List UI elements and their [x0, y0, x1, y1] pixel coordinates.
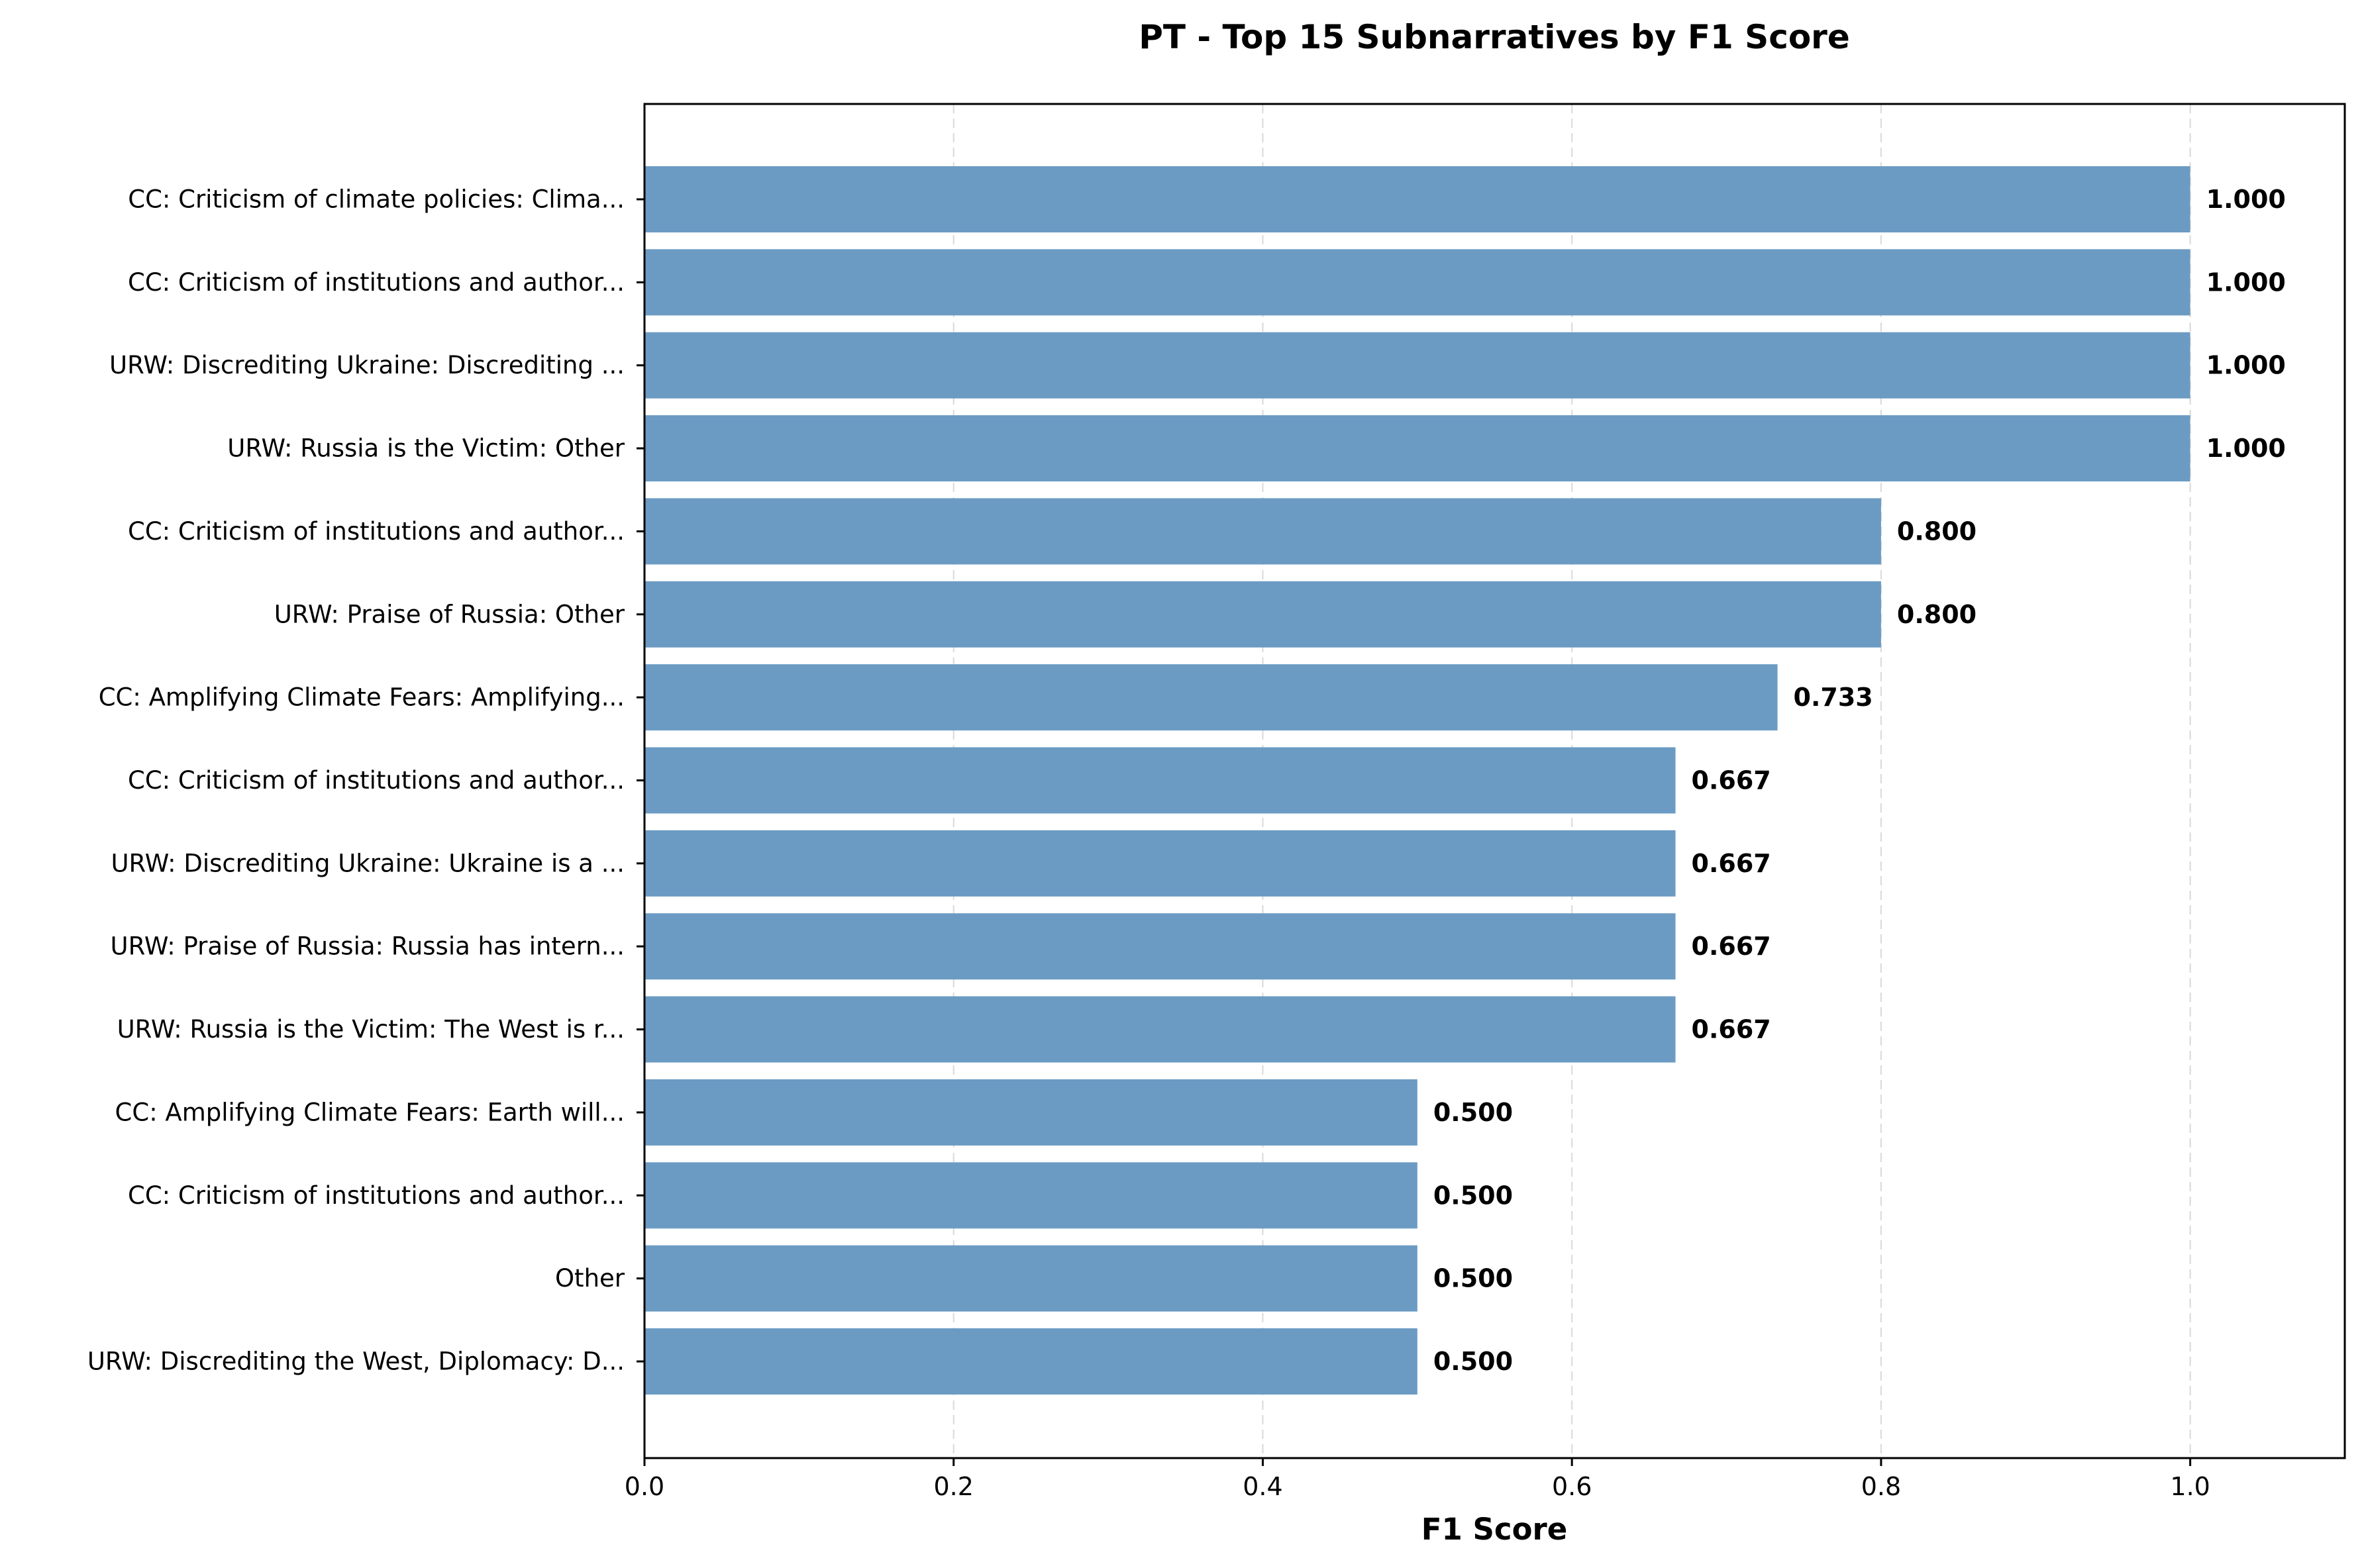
value-label: 1.000 [2206, 268, 2286, 297]
x-tick-label: 1.0 [2170, 1472, 2210, 1501]
bar [644, 166, 2190, 232]
value-label: 0.733 [1794, 683, 1873, 712]
category-label: CC: Criticism of institutions and author… [128, 268, 625, 297]
value-label: 0.500 [1433, 1264, 1513, 1293]
bar [644, 498, 1881, 565]
bar [644, 249, 2190, 316]
category-label: CC: Criticism of climate policies: Clima… [128, 185, 625, 214]
bar [644, 581, 1881, 648]
value-label: 0.667 [1692, 932, 1771, 961]
x-tick-label: 0.6 [1552, 1472, 1592, 1501]
value-label: 0.500 [1433, 1181, 1513, 1210]
category-label: URW: Praise of Russia: Russia has intern… [111, 932, 625, 961]
category-label: CC: Criticism of institutions and author… [128, 766, 625, 795]
value-label: 1.000 [2206, 185, 2286, 214]
bar [644, 747, 1676, 814]
category-label: URW: Russia is the Victim: The West is r… [117, 1015, 625, 1044]
category-label: CC: Amplifying Climate Fears: Amplifying… [99, 683, 625, 712]
value-label: 0.667 [1692, 766, 1771, 795]
x-axis-label: F1 Score [1421, 1512, 1567, 1547]
bar-layer [644, 166, 2190, 1395]
value-label: 1.000 [2206, 434, 2286, 463]
value-label: 0.500 [1433, 1098, 1513, 1127]
x-tick-label: 0.2 [934, 1472, 974, 1501]
x-tick-label: 0.8 [1861, 1472, 1901, 1501]
bar [644, 332, 2190, 399]
label-layer: CC: Criticism of climate policies: Clima… [87, 185, 2286, 1376]
x-tick-label: 0.4 [1243, 1472, 1282, 1501]
bar [644, 1162, 1417, 1229]
bar [644, 1079, 1417, 1146]
category-label: URW: Russia is the Victim: Other [227, 434, 625, 463]
category-label: URW: Discrediting the West, Diplomacy: D… [87, 1348, 625, 1376]
bar [644, 830, 1676, 897]
tick-layer: 0.0 0.2 0.4 0.6 0.8 1.0 [625, 198, 2210, 1501]
bar [644, 1328, 1417, 1395]
value-label: 0.667 [1692, 1015, 1771, 1044]
category-label: URW: Discrediting Ukraine: Ukraine is a … [111, 849, 625, 877]
bar [644, 1245, 1417, 1312]
bar [644, 913, 1676, 980]
value-label: 0.800 [1897, 600, 1977, 629]
category-label: CC: Criticism of institutions and author… [128, 517, 625, 546]
value-label: 1.000 [2206, 351, 2286, 380]
value-label: 0.500 [1433, 1347, 1513, 1376]
chart-title: PT - Top 15 Subnarratives by F1 Score [1139, 18, 1850, 56]
bar [644, 664, 1778, 731]
value-label: 0.800 [1897, 516, 1977, 546]
category-label: Other [555, 1264, 625, 1293]
category-label: URW: Discrediting Ukraine: Discrediting … [109, 351, 625, 379]
x-tick-label: 0.0 [625, 1472, 664, 1501]
category-label: CC: Criticism of institutions and author… [128, 1181, 625, 1210]
value-label: 0.667 [1692, 849, 1771, 878]
category-label: URW: Praise of Russia: Other [274, 600, 625, 628]
category-label: CC: Amplifying Climate Fears: Earth will… [115, 1098, 625, 1126]
bar [644, 415, 2190, 482]
bar [644, 996, 1676, 1063]
